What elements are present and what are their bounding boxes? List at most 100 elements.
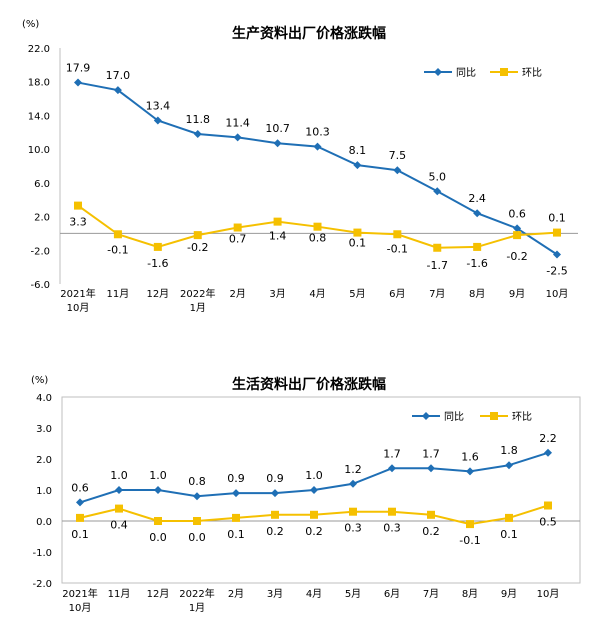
- data-point-mom: [473, 242, 482, 251]
- data-point-mom: [74, 201, 82, 210]
- data-point-yoy: [427, 464, 435, 473]
- data-label-mom: 0.3: [383, 522, 401, 535]
- y-tick-label: 4.0: [36, 393, 52, 404]
- data-point-yoy: [232, 489, 240, 498]
- data-label-mom: -0.1: [459, 534, 480, 547]
- data-point-mom: [553, 228, 561, 237]
- legend-label-mom: 环比: [512, 411, 532, 423]
- data-label-yoy: 1.0: [110, 469, 128, 482]
- data-point-yoy: [388, 464, 396, 473]
- data-point-mom: [273, 217, 282, 226]
- data-label-mom: -1.7: [427, 259, 448, 272]
- y-tick-label: -2.0: [30, 246, 50, 257]
- data-label-yoy: 1.0: [305, 469, 323, 482]
- data-label-mom: -0.2: [506, 250, 527, 263]
- data-point-mom: [233, 223, 242, 232]
- x-tick-label: 3月: [269, 288, 285, 300]
- data-label-yoy: 17.0: [106, 69, 131, 82]
- y-tick-label: -6.0: [30, 280, 50, 291]
- x-tick-label: 7月: [429, 288, 445, 300]
- x-tick-label: 5月: [349, 288, 365, 300]
- data-label-yoy: 11.4: [225, 116, 250, 129]
- data-label-yoy: 11.8: [186, 113, 211, 126]
- data-label-mom: 0.1: [548, 212, 566, 225]
- legend-label-yoy: 同比: [444, 411, 464, 423]
- data-label-mom: 0.4: [110, 519, 128, 532]
- data-point-yoy: [154, 486, 162, 494]
- data-point-yoy: [76, 498, 84, 507]
- data-point-mom: [544, 501, 552, 510]
- data-point-yoy: [310, 486, 318, 494]
- data-label-yoy: -2.5: [546, 265, 567, 278]
- data-label-mom: 0.2: [266, 525, 284, 538]
- data-label-yoy: 8.1: [349, 144, 367, 157]
- data-label-mom: 0.7: [229, 233, 247, 246]
- data-label-yoy: 17.9: [66, 62, 91, 75]
- data-label-mom: 0.8: [309, 232, 327, 245]
- y-tick-label: 22.0: [28, 44, 50, 55]
- data-point-mom: [115, 504, 123, 513]
- x-tick-label: 10月: [537, 588, 560, 600]
- data-point-yoy: [553, 250, 561, 259]
- data-label-mom: 0.2: [305, 525, 323, 538]
- data-point-yoy: [313, 142, 322, 151]
- x-tick-label: 1月: [189, 602, 205, 614]
- y-tick-label: 14.0: [28, 111, 50, 122]
- data-label-yoy: 10.7: [265, 122, 290, 135]
- chart-producer-goods: 生产资料出厂价格涨跌幅 (%) 同比 环比 22.0 18.0 14.0 10.0 6.…: [22, 19, 578, 314]
- x-tick-label: 10月: [546, 288, 569, 300]
- data-point-mom: [513, 231, 522, 240]
- legend-marker-mom: [500, 68, 508, 76]
- x-tick-label: 2021年: [62, 587, 97, 600]
- x-tick-label: 5月: [345, 588, 361, 600]
- legend-marker-yoy: [422, 412, 430, 420]
- data-label-mom: -0.2: [187, 241, 208, 254]
- data-point-yoy: [544, 448, 552, 457]
- data-label-yoy: 1.7: [422, 447, 440, 460]
- data-label-yoy: 0.9: [266, 472, 284, 485]
- data-point-yoy: [466, 467, 474, 476]
- data-point-yoy: [349, 479, 357, 488]
- data-label-yoy: 13.4: [146, 99, 171, 112]
- y-unit-label: (%): [31, 375, 48, 386]
- data-point-yoy: [115, 486, 123, 494]
- data-point-mom: [427, 510, 435, 519]
- legend-label-mom: 环比: [522, 67, 542, 79]
- data-label-yoy: 0.8: [188, 475, 206, 488]
- x-tick-label: 9月: [501, 588, 517, 600]
- x-tick-label: 4月: [306, 588, 322, 600]
- x-tick-label: 9月: [509, 288, 525, 300]
- y-tick-label: 1.0: [36, 486, 52, 497]
- x-tick-label: 6月: [384, 588, 400, 600]
- data-label-mom: 1.4: [269, 230, 287, 243]
- data-label-yoy: 10.3: [305, 126, 330, 139]
- data-label-yoy: 1.6: [461, 450, 479, 463]
- x-tick-label: 8月: [462, 588, 478, 600]
- x-tick-label: 2月: [228, 588, 244, 600]
- data-label-mom: 0.5: [539, 516, 557, 529]
- x-tick-label: 1月: [190, 302, 206, 314]
- data-point-yoy: [505, 461, 513, 470]
- y-tick-label: -2.0: [32, 579, 52, 590]
- data-point-mom: [433, 243, 442, 252]
- x-tick-label: 11月: [108, 588, 131, 600]
- y-tick-label: 10.0: [28, 145, 50, 156]
- data-point-yoy: [193, 492, 201, 501]
- data-point-mom: [505, 513, 513, 522]
- y-tick-label: 0.0: [36, 517, 52, 528]
- data-point-yoy: [513, 224, 522, 233]
- x-tick-label: 12月: [147, 588, 170, 600]
- data-label-mom: 3.3: [69, 216, 87, 229]
- x-tick-label: 12月: [146, 288, 169, 300]
- y-tick-label: 6.0: [34, 179, 50, 190]
- x-tick-label: 7月: [423, 588, 439, 600]
- data-point-yoy: [273, 139, 282, 148]
- plot-frame: [61, 396, 581, 584]
- data-point-mom: [310, 510, 318, 519]
- data-label-yoy: 7.5: [389, 149, 407, 162]
- data-label-yoy: 1.0: [149, 469, 167, 482]
- data-point-yoy: [153, 116, 162, 125]
- data-point-mom: [76, 513, 84, 522]
- data-label-yoy: 0.6: [508, 207, 526, 220]
- data-label-mom: 0.0: [188, 531, 206, 544]
